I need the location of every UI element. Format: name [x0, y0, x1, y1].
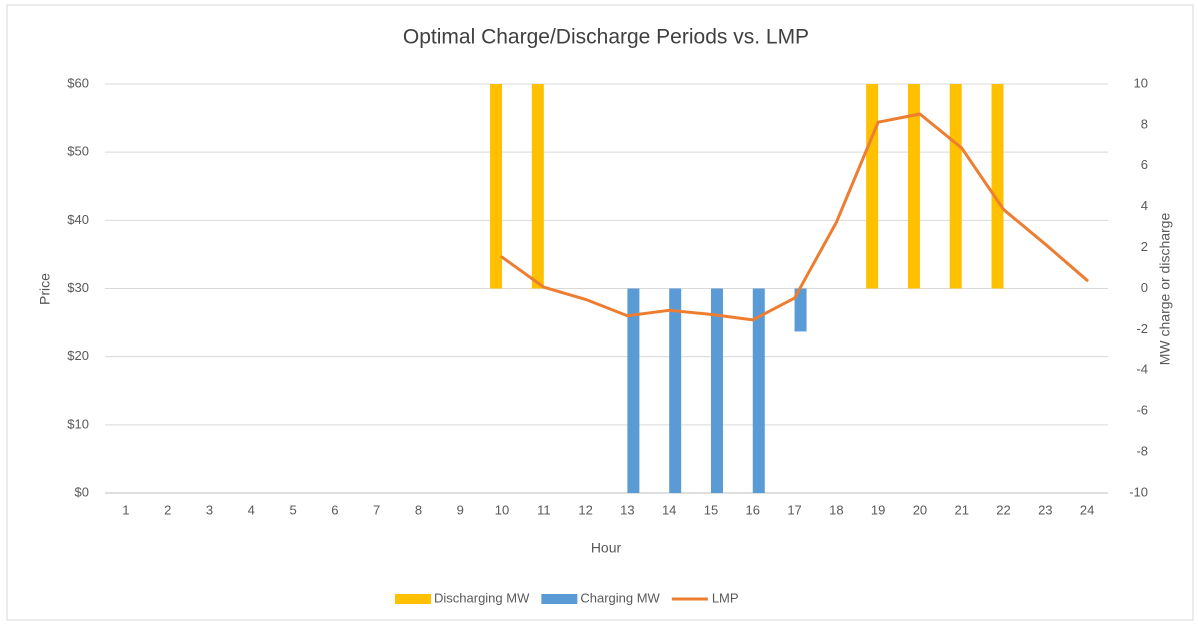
y2-tick-label: 0 [1141, 280, 1148, 295]
y-tick-label: $30 [67, 280, 89, 295]
x-tick-label: 14 [662, 502, 676, 517]
legend-swatch [395, 594, 431, 604]
x-tick-label: 7 [373, 502, 380, 517]
bar [794, 288, 807, 332]
y2-tick-label: -10 [1129, 484, 1148, 499]
x-tick-label: 20 [913, 502, 927, 517]
y2-tick-label: 4 [1141, 198, 1148, 213]
x-tick-label: 24 [1080, 502, 1094, 517]
bar [710, 288, 723, 493]
y2-axis-title: MW charge or discharge [1157, 213, 1173, 366]
y-tick-label: $40 [67, 212, 89, 227]
bar [949, 84, 962, 289]
bar [752, 288, 765, 493]
y2-tick-label: -6 [1136, 403, 1148, 418]
x-tick-label: 15 [704, 502, 718, 517]
bar [669, 288, 682, 493]
x-tick-label: 19 [871, 502, 885, 517]
y-tick-label: $60 [67, 75, 89, 90]
line [500, 112, 1089, 322]
y2-tick-label: 6 [1141, 157, 1148, 172]
y-tick-label: $0 [75, 484, 89, 499]
y-tick-label: $50 [67, 144, 89, 159]
y2-tick-label: -4 [1136, 362, 1148, 377]
legend-label: Charging MW [580, 590, 660, 605]
x-tick-label: 23 [1038, 502, 1052, 517]
y2-tick-label: 8 [1141, 116, 1148, 131]
legend-label: Discharging MW [434, 590, 530, 605]
y-tick-label: $20 [67, 348, 89, 363]
y2-tick-label: 10 [1134, 75, 1148, 90]
bar [907, 84, 920, 289]
x-tick-label: 9 [457, 502, 464, 517]
y-tick-label: $10 [67, 416, 89, 431]
x-tick-label: 10 [495, 502, 509, 517]
y2-tick-label: 2 [1141, 239, 1148, 254]
x-tick-label: 8 [415, 502, 422, 517]
x-tick-label: 17 [787, 502, 801, 517]
bar [991, 84, 1004, 289]
x-tick-label: 2 [164, 502, 171, 517]
bar [531, 84, 544, 289]
chart-title: Optimal Charge/Discharge Periods vs. LMP [403, 26, 809, 49]
x-tick-label: 13 [620, 502, 634, 517]
x-tick-label: 5 [289, 502, 296, 517]
x-tick-label: 16 [746, 502, 760, 517]
bar [490, 84, 503, 289]
x-tick-label: 21 [954, 502, 968, 517]
x-axis-title: Hour [591, 540, 622, 556]
bar [627, 288, 640, 493]
x-tick-label: 11 [537, 502, 551, 517]
y-axis-title: Price [37, 273, 53, 305]
legend-swatch [541, 594, 578, 604]
x-tick-label: 4 [248, 502, 255, 517]
legend-label: LMP [712, 590, 739, 605]
x-tick-label: 22 [996, 502, 1010, 517]
bar [866, 84, 879, 289]
x-tick-label: 1 [122, 502, 129, 517]
y2-tick-label: -8 [1136, 444, 1148, 459]
x-tick-label: 6 [331, 502, 338, 517]
x-tick-label: 12 [578, 502, 592, 517]
chart-border [6, 4, 1194, 621]
y2-tick-label: -2 [1136, 321, 1148, 336]
x-tick-label: 18 [829, 502, 843, 517]
x-tick-label: 3 [206, 502, 213, 517]
